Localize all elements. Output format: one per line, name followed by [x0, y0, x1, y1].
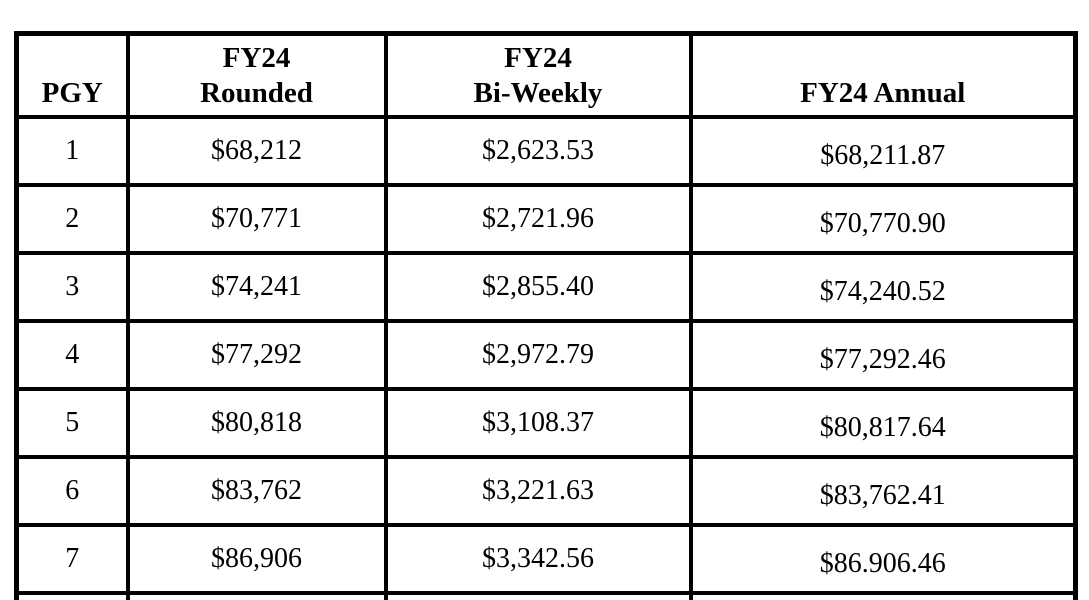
cell-biweekly: $2,855.40 — [383, 251, 693, 323]
col-header-annual: FY24 Annual — [688, 31, 1078, 119]
cell-annual: $86.906.46 — [688, 523, 1078, 595]
table-row: 2 $70,771 $2,721.96 $70,770.90 — [14, 183, 1078, 255]
cell-rounded: $74,241 — [125, 251, 388, 323]
cell-biweekly: $2,623.53 — [383, 115, 693, 187]
cell-pgy: 1 — [14, 115, 130, 187]
col-header-biweekly-line1: FY24 — [504, 42, 572, 75]
table-row: 6 $83,762 $3,221.63 $83,762.41 — [14, 455, 1078, 527]
cell-biweekly: $3,108.37 — [383, 387, 693, 459]
cell-rounded: $83,762 — [125, 455, 388, 527]
cell-annual: $70,770.90 — [688, 183, 1078, 255]
col-header-rounded: FY24 Rounded — [125, 31, 388, 119]
cell-annual: $68,211.87 — [688, 115, 1078, 187]
cell-pgy: 4 — [14, 319, 130, 391]
cell-pgy: 5 — [14, 387, 130, 459]
col-header-rounded-line1: FY24 — [222, 42, 291, 75]
table-row: 1 $68,212 $2,623.53 $68,211.87 — [14, 115, 1078, 187]
col-header-biweekly-line2: Bi-Weekly — [473, 77, 603, 110]
cell-annual: $77,292.46 — [688, 319, 1078, 391]
cell-rounded: $68,212 — [125, 115, 388, 187]
cell-biweekly: $3,221.63 — [383, 455, 693, 527]
table-row: 4 $77,292 $2,972.79 $77,292.46 — [14, 319, 1078, 391]
cell-pgy: 7 — [14, 523, 130, 595]
cell-biweekly: $3,342.56 — [383, 523, 693, 595]
cell-pgy: 2 — [14, 183, 130, 255]
cell-pgy: 3 — [14, 251, 130, 323]
table-row: 8 $89,515 $3,442.87 $89,514.71 — [14, 591, 1078, 600]
cell-pgy: 6 — [14, 455, 130, 527]
cell-biweekly: $2,972.79 — [383, 319, 693, 391]
cell-annual: $89,514.71 — [688, 591, 1078, 600]
cell-pgy: 8 — [14, 591, 130, 600]
col-header-biweekly: FY24 Bi-Weekly — [383, 31, 693, 119]
cell-rounded: $86,906 — [125, 523, 388, 595]
cell-biweekly: $3,442.87 — [383, 591, 693, 600]
header-row: PGY FY24 Rounded FY24 Bi-Weekly FY24 Ann… — [14, 31, 1078, 119]
cell-annual: $74,240.52 — [688, 251, 1078, 323]
fy24-salary-table: PGY FY24 Rounded FY24 Bi-Weekly FY24 Ann… — [14, 31, 1078, 600]
cell-rounded: $70,771 — [125, 183, 388, 255]
cell-rounded: $80,818 — [125, 387, 388, 459]
cell-rounded: $77,292 — [125, 319, 388, 391]
cell-rounded: $89,515 — [125, 591, 388, 600]
cell-annual: $80,817.64 — [688, 387, 1078, 459]
table-row: 3 $74,241 $2,855.40 $74,240.52 — [14, 251, 1078, 323]
table-row: 7 $86,906 $3,342.56 $86.906.46 — [14, 523, 1078, 595]
cell-biweekly: $2,721.96 — [383, 183, 693, 255]
table-row: 5 $80,818 $3,108.37 $80,817.64 — [14, 387, 1078, 459]
col-header-rounded-line2: Rounded — [200, 77, 313, 110]
cell-annual: $83,762.41 — [688, 455, 1078, 527]
col-header-pgy: PGY — [14, 31, 130, 119]
